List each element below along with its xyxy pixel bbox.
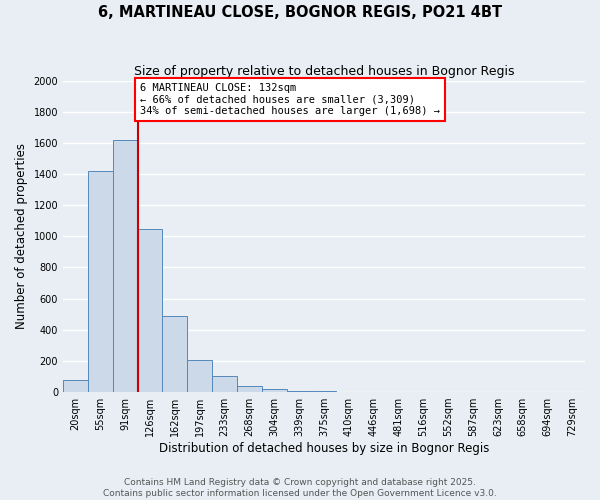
Bar — [212, 376, 237, 392]
Text: Contains HM Land Registry data © Crown copyright and database right 2025.
Contai: Contains HM Land Registry data © Crown c… — [103, 478, 497, 498]
Bar — [287, 390, 311, 392]
X-axis label: Distribution of detached houses by size in Bognor Regis: Distribution of detached houses by size … — [159, 442, 489, 455]
Bar — [63, 380, 88, 392]
Bar — [163, 316, 187, 392]
Bar — [262, 389, 287, 392]
Bar — [187, 360, 212, 392]
Bar — [113, 140, 137, 392]
Bar — [88, 171, 113, 392]
Text: 6, MARTINEAU CLOSE, BOGNOR REGIS, PO21 4BT: 6, MARTINEAU CLOSE, BOGNOR REGIS, PO21 4… — [98, 5, 502, 20]
Bar — [137, 228, 163, 392]
Text: 6 MARTINEAU CLOSE: 132sqm
← 66% of detached houses are smaller (3,309)
34% of se: 6 MARTINEAU CLOSE: 132sqm ← 66% of detac… — [140, 83, 440, 116]
Bar — [237, 386, 262, 392]
Title: Size of property relative to detached houses in Bognor Regis: Size of property relative to detached ho… — [134, 65, 514, 78]
Y-axis label: Number of detached properties: Number of detached properties — [15, 144, 28, 330]
